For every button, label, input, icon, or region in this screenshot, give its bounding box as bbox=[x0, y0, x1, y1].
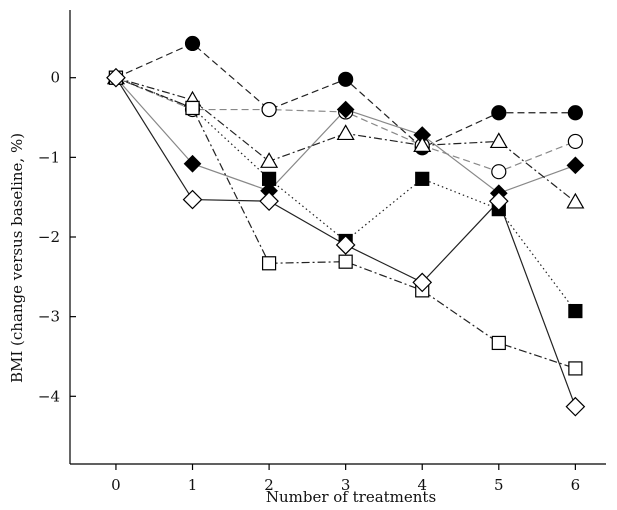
x-tick-label: 6 bbox=[571, 476, 581, 494]
data-point-open-diamond bbox=[106, 67, 126, 88]
data-point-open-square bbox=[261, 256, 277, 271]
data-point-open-triangle bbox=[566, 192, 585, 209]
data-point-open-diamond bbox=[259, 191, 279, 212]
data-point-filled-square bbox=[261, 171, 277, 186]
y-axis-title: BMI (change versus baseline, %) bbox=[8, 133, 26, 383]
data-point-filled-square bbox=[568, 303, 583, 319]
series-markers bbox=[106, 35, 586, 417]
x-axis-title: Number of treatments bbox=[266, 488, 436, 506]
data-point-open-square bbox=[491, 335, 506, 351]
data-point-filled-diamond bbox=[183, 154, 202, 173]
data-point-open-diamond bbox=[488, 191, 509, 212]
axes: 0 −1 −2 −3 −4 0 1 2 3 4 5 6 bbox=[38, 10, 606, 494]
data-point-open-square bbox=[568, 361, 583, 376]
series-lines bbox=[115, 42, 576, 407]
x-tick-label: 0 bbox=[111, 476, 121, 494]
x-tick-label: 1 bbox=[188, 476, 198, 494]
data-point-open-diamond bbox=[335, 235, 356, 255]
data-point-open-triangle bbox=[260, 152, 279, 168]
y-tick-label: −2 bbox=[38, 228, 60, 246]
data-point-open-diamond bbox=[182, 189, 203, 210]
data-point-open-square bbox=[338, 254, 353, 269]
y-tick-label: 0 bbox=[50, 69, 60, 87]
x-tick-label: 5 bbox=[494, 476, 504, 494]
x-tick-label: 4 bbox=[417, 476, 427, 494]
data-point-open-triangle bbox=[489, 132, 508, 149]
data-point-filled-circle bbox=[184, 35, 201, 52]
data-point-open-circle bbox=[491, 164, 507, 180]
x-tick-label: 2 bbox=[264, 476, 274, 494]
data-point-open-diamond bbox=[565, 396, 586, 417]
data-point-open-diamond bbox=[412, 272, 433, 293]
data-point-filled-diamond bbox=[566, 156, 585, 175]
data-point-open-circle bbox=[567, 133, 583, 150]
data-point-filled-circle bbox=[338, 71, 354, 87]
x-tick-label: 3 bbox=[341, 476, 351, 494]
data-point-open-circle bbox=[261, 101, 277, 118]
y-tick-label: −1 bbox=[38, 148, 60, 166]
data-point-open-square bbox=[185, 100, 200, 116]
y-tick-label: −3 bbox=[38, 308, 60, 326]
data-point-open-triangle bbox=[413, 136, 432, 153]
data-point-filled-circle bbox=[567, 105, 583, 121]
y-tick-label: −4 bbox=[38, 387, 60, 405]
data-point-filled-square bbox=[415, 171, 430, 186]
data-point-open-triangle bbox=[336, 124, 355, 141]
data-point-filled-diamond bbox=[336, 100, 355, 119]
data-point-filled-circle bbox=[491, 105, 507, 121]
